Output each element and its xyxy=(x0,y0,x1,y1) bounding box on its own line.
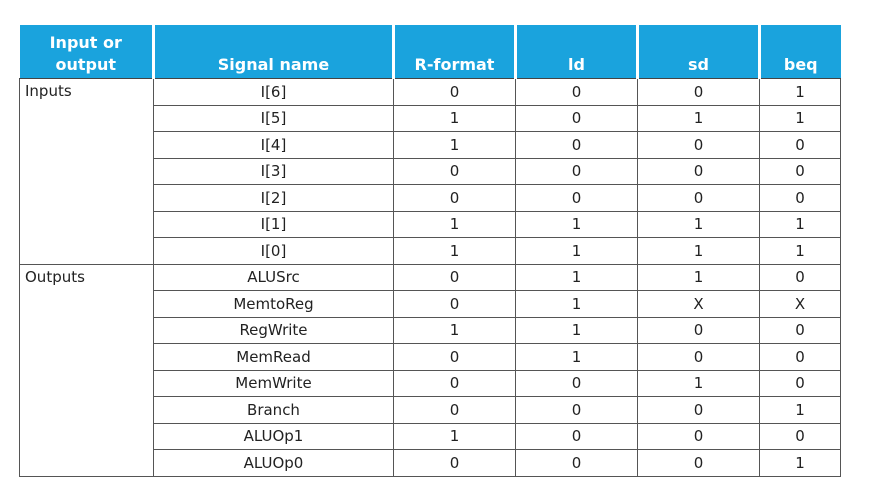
beq-value-cell: 1 xyxy=(759,104,841,132)
ld-value-cell: 0 xyxy=(515,422,638,450)
r-format-value-cell: 1 xyxy=(393,131,516,159)
ld-value-cell: 0 xyxy=(515,396,638,424)
ld-value-cell: 0 xyxy=(515,131,638,159)
r-format-value-cell: 0 xyxy=(393,449,516,477)
sd-value-cell: 0 xyxy=(637,184,760,212)
beq-value-cell: 0 xyxy=(759,316,841,344)
signal-name-cell: I[3] xyxy=(153,157,394,185)
header-input-or-output: Input or output xyxy=(19,25,154,79)
sd-value-cell: 0 xyxy=(637,316,760,344)
signal-name-cell: I[4] xyxy=(153,131,394,159)
sd-value-cell: 0 xyxy=(637,422,760,450)
header-signal-name: Signal name xyxy=(152,25,394,79)
r-format-value-cell: 0 xyxy=(393,184,516,212)
header-beq: beq xyxy=(758,25,841,79)
table-row: Outputs ALUSrc 0 1 1 0 xyxy=(19,263,841,477)
beq-value-cell: X xyxy=(759,290,841,318)
signal-name-cell: RegWrite xyxy=(153,316,394,344)
sd-value-cell: 1 xyxy=(637,369,760,397)
r-format-value-cell: 1 xyxy=(393,316,516,344)
signal-name-cell: I[6] xyxy=(153,78,394,106)
ld-value-cell: 1 xyxy=(515,237,638,265)
r-format-value-cell: 0 xyxy=(393,343,516,371)
signal-name-cell: I[5] xyxy=(153,104,394,132)
signal-name-cell: ALUOp0 xyxy=(153,449,394,477)
group-label: Inputs xyxy=(19,78,154,265)
sd-value-cell: X xyxy=(637,290,760,318)
header-r-format: R-format xyxy=(392,25,516,79)
ld-value-cell: 0 xyxy=(515,184,638,212)
table-body: Inputs I[6] 0 0 0 1 I[5] 1 0 1 1 I[4] 1 0 0 0 I[3] 0 0 0 0 I[… xyxy=(19,78,841,477)
ld-value-cell: 1 xyxy=(515,290,638,318)
r-format-value-cell: 1 xyxy=(393,210,516,238)
sd-value-cell: 0 xyxy=(637,157,760,185)
table-row: I[2] 0 0 0 0 xyxy=(20,184,841,212)
beq-value-cell: 1 xyxy=(759,237,841,265)
table-row: ALUOp0 0 0 0 1 xyxy=(20,449,841,477)
signal-name-cell: MemRead xyxy=(153,343,394,371)
beq-value-cell: 1 xyxy=(759,449,841,477)
beq-value-cell: 0 xyxy=(759,184,841,212)
table-header-row: Input or output Signal name R-format ld … xyxy=(19,25,841,79)
sd-value-cell: 1 xyxy=(637,237,760,265)
table-row: I[1] 1 1 1 1 xyxy=(20,210,841,238)
ld-value-cell: 0 xyxy=(515,157,638,185)
header-ld: ld xyxy=(514,25,638,79)
signal-name-cell: I[0] xyxy=(153,237,394,265)
ld-value-cell: 1 xyxy=(515,343,638,371)
r-format-value-cell: 0 xyxy=(393,369,516,397)
sd-value-cell: 1 xyxy=(637,263,760,291)
sd-value-cell: 0 xyxy=(637,131,760,159)
table-row: Branch 0 0 0 1 xyxy=(20,396,841,424)
table-row: MemtoReg 0 1 X X xyxy=(20,290,841,318)
beq-value-cell: 1 xyxy=(759,78,841,106)
ld-value-cell: 0 xyxy=(515,104,638,132)
sd-value-cell: 0 xyxy=(637,396,760,424)
table-row: I[0] 1 1 1 1 xyxy=(20,237,841,265)
ld-value-cell: 1 xyxy=(515,210,638,238)
sd-value-cell: 0 xyxy=(637,343,760,371)
ld-value-cell: 0 xyxy=(515,369,638,397)
signal-name-cell: I[1] xyxy=(153,210,394,238)
r-format-value-cell: 0 xyxy=(393,290,516,318)
table-row: RegWrite 1 1 0 0 xyxy=(20,316,841,344)
ld-value-cell: 1 xyxy=(515,316,638,344)
signal-name-cell: I[2] xyxy=(153,184,394,212)
sd-value-cell: 1 xyxy=(637,210,760,238)
beq-value-cell: 0 xyxy=(759,369,841,397)
signal-name-cell: MemtoReg xyxy=(153,290,394,318)
sd-value-cell: 0 xyxy=(637,78,760,106)
r-format-value-cell: 1 xyxy=(393,422,516,450)
signal-name-cell: ALUOp1 xyxy=(153,422,394,450)
signal-name-cell: Branch xyxy=(153,396,394,424)
beq-value-cell: 0 xyxy=(759,131,841,159)
signal-name-cell: ALUSrc xyxy=(153,263,394,291)
beq-value-cell: 0 xyxy=(759,157,841,185)
beq-value-cell: 1 xyxy=(759,210,841,238)
r-format-value-cell: 0 xyxy=(393,78,516,106)
r-format-value-cell: 0 xyxy=(393,157,516,185)
beq-value-cell: 0 xyxy=(759,263,841,291)
r-format-value-cell: 1 xyxy=(393,237,516,265)
signal-name-cell: MemWrite xyxy=(153,369,394,397)
r-format-value-cell: 0 xyxy=(393,396,516,424)
beq-value-cell: 1 xyxy=(759,396,841,424)
group-label: Outputs xyxy=(19,263,154,477)
table-row: I[3] 0 0 0 0 xyxy=(20,157,841,185)
control-truth-table: Input or output Signal name R-format ld … xyxy=(19,25,841,477)
r-format-value-cell: 0 xyxy=(393,263,516,291)
sd-value-cell: 1 xyxy=(637,104,760,132)
table-row: Inputs I[6] 0 0 0 1 xyxy=(19,78,841,265)
table-row: MemWrite 0 0 1 0 xyxy=(20,369,841,397)
ld-value-cell: 0 xyxy=(515,78,638,106)
sd-value-cell: 0 xyxy=(637,449,760,477)
beq-value-cell: 0 xyxy=(759,422,841,450)
ld-value-cell: 1 xyxy=(515,263,638,291)
header-sd: sd xyxy=(636,25,760,79)
beq-value-cell: 0 xyxy=(759,343,841,371)
r-format-value-cell: 1 xyxy=(393,104,516,132)
table-row: I[5] 1 0 1 1 xyxy=(20,104,841,132)
ld-value-cell: 0 xyxy=(515,449,638,477)
table-row: I[4] 1 0 0 0 xyxy=(20,131,841,159)
